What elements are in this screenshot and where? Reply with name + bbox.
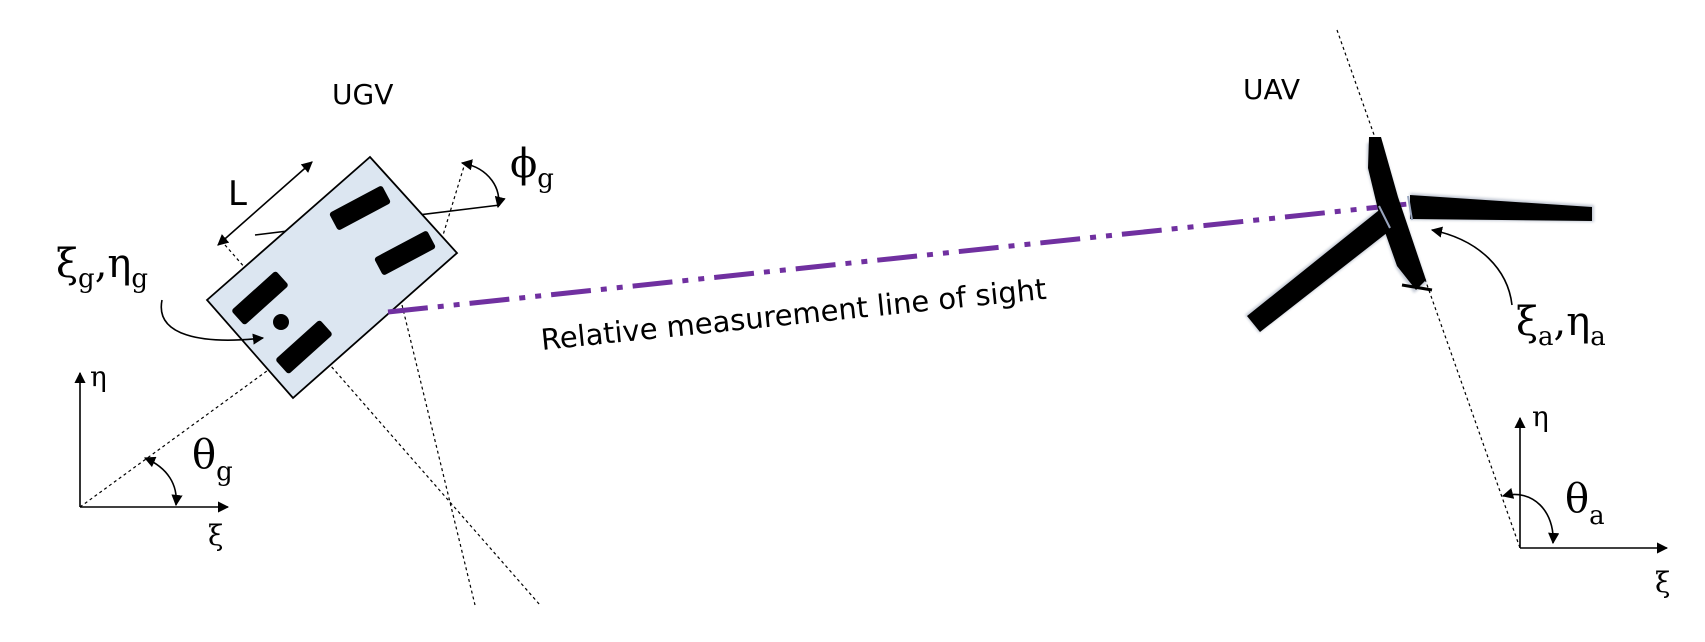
xi-g-symbol: ξ [56, 241, 78, 287]
theta-a-label: θa [1565, 476, 1605, 531]
position-comma: , [95, 241, 108, 287]
ugv-wheel-front-left [329, 186, 391, 230]
length-label: L [228, 174, 247, 214]
ugv-heading-guide-line [79, 244, 441, 508]
theta-a-symbol: θ [1565, 476, 1589, 522]
theta-g-subscript: g [216, 457, 233, 487]
eta-g-subscript: g [131, 264, 148, 294]
xi-a-subscript: a [1538, 322, 1554, 352]
ugv-body [205, 155, 459, 400]
ugv-frame-xi-label: ξ [208, 519, 223, 552]
eta-a-symbol: η [1566, 299, 1590, 345]
ugv-position-pointer [160, 299, 265, 345]
xi-a-symbol: ξ [1516, 299, 1538, 345]
ugv-heading-guide-extension [439, 162, 466, 246]
uav-wing-seam-right [1407, 195, 1413, 221]
uav-fuselage [1368, 137, 1426, 290]
eta-g-symbol: η [107, 241, 131, 287]
uav-aircraft [1245, 137, 1594, 333]
position-a-comma: , [1554, 299, 1567, 345]
ugv-reference-point [273, 314, 289, 330]
relative-measurement-line-of-sight [387, 201, 1409, 315]
uav-wing-seam-left [1378, 205, 1391, 229]
theta-a-angle-arc [1501, 487, 1560, 545]
ugv-frame-eta-label: η [90, 360, 107, 393]
uav-frame-eta-label: η [1532, 400, 1549, 433]
uav-position-pointer [1430, 226, 1513, 306]
ugv-wheel-front-right [374, 231, 436, 275]
theta-g-symbol: θ [192, 432, 216, 478]
uav-heading-guide-line [1336, 29, 1521, 549]
theta-g-angle-arc [143, 456, 183, 507]
phi-g-angle-arc [460, 159, 506, 209]
uav-position-label: ξa,ηa [1516, 299, 1606, 352]
phi-g-label: ϕg [510, 141, 554, 194]
length-dimension-arrow [217, 161, 313, 246]
uav-tail-mark [1401, 283, 1433, 292]
ugv-label: UGV [332, 78, 393, 111]
uav-frame-xi-label: ξ [1655, 566, 1670, 599]
eta-a-subscript: a [1590, 322, 1606, 352]
theta-g-label: θg [192, 432, 233, 487]
ugv-wheel-rear-left [232, 271, 288, 325]
ugv-wheel-rear-right [276, 320, 332, 374]
theta-a-subscript: a [1589, 501, 1605, 531]
uav-left-wing [1247, 207, 1397, 332]
xi-g-subscript: g [78, 264, 95, 294]
line-of-sight-label: Relative measurement line of sight [539, 272, 1048, 357]
phi-symbol: ϕ [510, 141, 537, 187]
ugv-position-label: ξg,ηg [56, 241, 148, 294]
uav-label: UAV [1243, 73, 1300, 106]
phi-subscript: g [537, 164, 554, 194]
uav-right-wing [1410, 195, 1592, 221]
